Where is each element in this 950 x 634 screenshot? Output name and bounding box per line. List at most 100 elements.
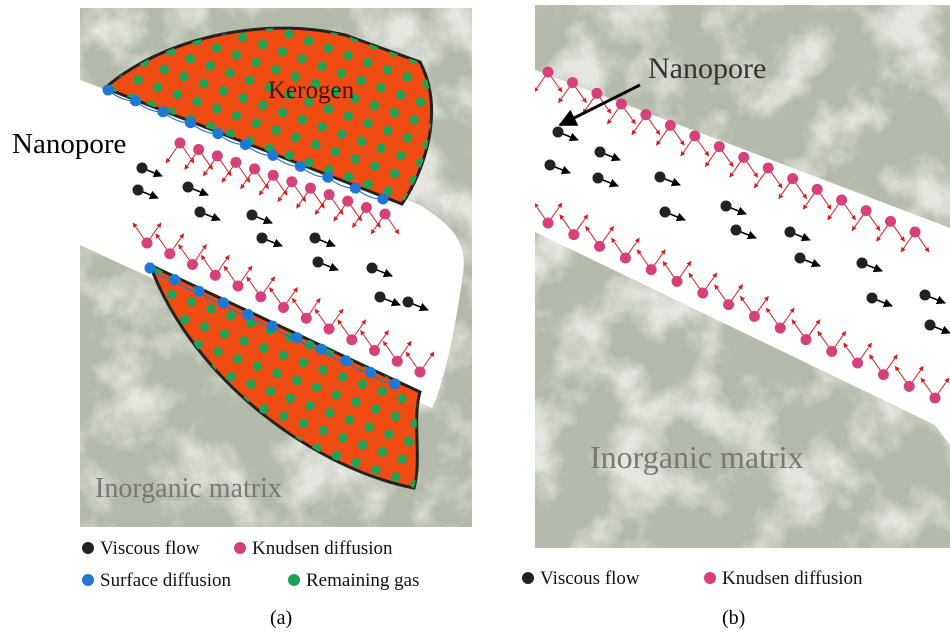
knudsen-molecule (787, 173, 798, 184)
legend-marker (234, 542, 246, 554)
viscous-molecule (721, 201, 732, 212)
knudsen-molecule (369, 345, 380, 356)
knudsen-molecule (749, 311, 760, 322)
knudsen-molecule (738, 152, 749, 163)
knudsen-molecule (836, 195, 847, 206)
viscous-molecule (655, 172, 666, 183)
viscous-molecule (195, 207, 206, 218)
viscous-molecule (367, 263, 378, 274)
knudsen-molecule (233, 281, 244, 292)
knudsen-molecule (278, 302, 289, 313)
knudsen-molecule (543, 67, 554, 78)
legend-marker (288, 574, 300, 586)
knudsen-molecule (620, 253, 631, 264)
knudsen-molecule (392, 356, 403, 367)
legend-label: Viscous flow (100, 538, 200, 559)
knudsen-molecule (324, 189, 335, 200)
surface-molecule (130, 95, 141, 106)
surface-molecule (350, 183, 361, 194)
caption: (a) (270, 607, 292, 629)
viscous-molecule (857, 258, 868, 269)
knudsen-molecule (763, 163, 774, 174)
surface-molecule (316, 344, 327, 355)
viscous-molecule (795, 253, 806, 264)
knudsen-molecule (193, 144, 204, 155)
viscous-molecule (785, 227, 796, 238)
knudsen-molecule (361, 202, 372, 213)
knudsen-molecule (594, 241, 605, 252)
surface-molecule (341, 355, 352, 366)
knudsen-molecule (543, 218, 554, 229)
viscous-molecule (183, 182, 194, 193)
viscous-molecule (403, 297, 414, 308)
panel-a: Kerogen Inorganic matrix (80, 8, 472, 527)
knudsen-molecule (415, 367, 426, 378)
surface-molecule (185, 117, 196, 128)
viscous-molecule (133, 185, 144, 196)
viscous-molecule (553, 127, 564, 138)
knudsen-molecule (212, 150, 223, 161)
knudsen-molecule (286, 176, 297, 187)
knudsen-molecule (775, 323, 786, 334)
nanopore-label: Nanopore (12, 128, 126, 160)
kerogen-label: Kerogen (268, 77, 355, 104)
knudsen-molecule (826, 346, 837, 357)
surface-molecule (169, 274, 180, 285)
knudsen-molecule (665, 120, 676, 131)
knudsen-molecule (255, 291, 266, 302)
legend-label: Remaining gas (306, 570, 419, 591)
surface-molecule (295, 161, 306, 172)
knudsen-molecule (878, 369, 889, 380)
viscous-molecule (257, 233, 268, 244)
surface-molecule (103, 85, 114, 96)
knudsen-molecule (672, 276, 683, 287)
knudsen-molecule (567, 77, 578, 88)
knudsen-molecule (861, 205, 872, 216)
knudsen-molecule (175, 138, 186, 149)
surface-molecule (378, 194, 389, 205)
knudsen-molecule (852, 358, 863, 369)
surface-molecule (243, 309, 254, 320)
nanopore-label: Nanopore (648, 52, 766, 85)
surface-molecule (145, 263, 156, 274)
legend-marker (522, 572, 534, 584)
viscous-molecule (925, 320, 936, 331)
surface-molecule (213, 128, 224, 139)
knudsen-molecule (910, 227, 921, 238)
knudsen-molecule (268, 170, 279, 181)
legend-label: Viscous flow (540, 568, 640, 589)
knudsen-molecule (210, 270, 221, 281)
figure: Kerogen Inorganic matrix Nanopore Inorga… (0, 0, 950, 634)
surface-molecule (240, 139, 251, 150)
knudsen-molecule (230, 157, 241, 168)
knudsen-molecule (301, 313, 312, 324)
viscous-molecule (920, 290, 931, 301)
surface-molecule (292, 332, 303, 343)
knudsen-molecule (714, 141, 725, 152)
knudsen-molecule (342, 196, 353, 207)
knudsen-molecule (640, 109, 651, 120)
panel-b: Inorganic matrix Nanopore (534, 5, 950, 548)
knudsen-molecule (187, 259, 198, 270)
legend-marker (82, 574, 94, 586)
surface-molecule (268, 150, 279, 161)
viscous-molecule (313, 257, 324, 268)
viscous-molecule (660, 207, 671, 218)
surface-molecule (390, 379, 401, 390)
matrix-label: Inorganic matrix (95, 473, 282, 504)
knudsen-molecule (164, 248, 175, 259)
surface-molecule (194, 286, 205, 297)
surface-molecule (323, 172, 334, 183)
viscous-molecule (867, 293, 878, 304)
knudsen-molecule (723, 299, 734, 310)
viscous-molecule (731, 225, 742, 236)
surface-molecule (267, 321, 278, 332)
viscous-molecule (310, 233, 321, 244)
viscous-molecule (545, 160, 556, 171)
viscous-molecule (247, 210, 258, 221)
legend-marker (704, 572, 716, 584)
knudsen-molecule (689, 131, 700, 142)
legend-label: Knudsen diffusion (722, 568, 863, 589)
knudsen-molecule (904, 381, 915, 392)
caption: (b) (722, 607, 745, 629)
